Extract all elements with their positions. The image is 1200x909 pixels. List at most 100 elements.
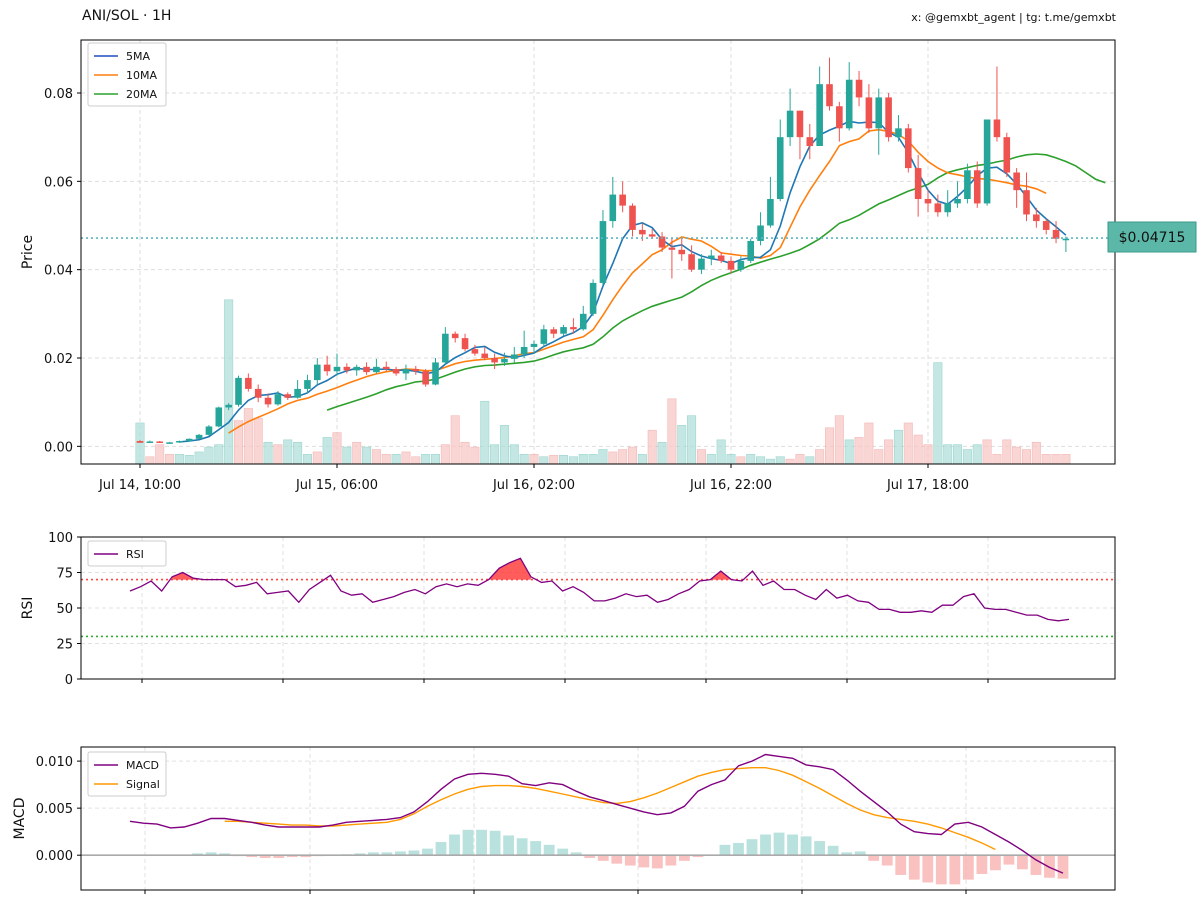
macd-hist-bar <box>624 855 636 866</box>
candle-body <box>235 377 242 405</box>
volume-bar <box>953 444 963 465</box>
candle-body <box>481 353 489 358</box>
y-tick-label: 0.08 <box>44 87 73 102</box>
candle-body <box>215 407 223 427</box>
candle-body <box>1013 172 1020 191</box>
candle-body <box>1042 221 1050 230</box>
macd-hist-bar <box>1003 855 1015 865</box>
macd-hist-bar <box>976 855 988 875</box>
volume-bar <box>174 454 184 465</box>
macd-hist-bar <box>787 834 798 856</box>
candle-body <box>136 441 144 443</box>
candle-body <box>698 258 705 270</box>
y-tick-label: 0.04 <box>44 264 73 279</box>
y-tick-label: 0.005 <box>36 802 73 817</box>
volume-bar <box>549 455 559 465</box>
volume-bar <box>302 454 312 465</box>
candle-body <box>678 249 686 255</box>
volume-bar <box>618 449 628 465</box>
volume-bar <box>657 441 667 465</box>
volume-bar <box>785 458 795 465</box>
macd-hist-bar <box>300 855 312 858</box>
volume-bar <box>756 456 766 465</box>
candle-body <box>294 388 301 398</box>
candle-body <box>304 380 311 389</box>
candle-body <box>520 346 528 355</box>
macd-hist-bar <box>881 855 893 866</box>
volume-bar <box>371 449 381 465</box>
macd-hist-bar <box>273 855 285 859</box>
candle-body <box>993 119 1001 138</box>
candle-body <box>668 247 676 250</box>
candle-body <box>471 349 479 354</box>
candle-body <box>392 369 400 374</box>
volume-bar <box>647 429 657 465</box>
volume-bar <box>332 432 342 465</box>
candle-body <box>156 441 163 443</box>
volume-bar <box>972 444 982 465</box>
candle-body <box>737 260 745 270</box>
candle-body <box>786 110 794 138</box>
macd-hist-bar <box>651 855 663 869</box>
macd-hist-bar <box>1030 855 1042 875</box>
price-tag-box <box>1107 221 1197 253</box>
volume-bar <box>1012 446 1022 465</box>
candle-body <box>1062 238 1070 241</box>
rsi-line <box>129 557 1070 622</box>
candle-body <box>796 110 804 138</box>
volume-bar <box>903 422 913 465</box>
macd-hist-bar <box>841 852 853 856</box>
candle-body <box>166 442 173 444</box>
volume-bar <box>214 444 224 465</box>
candle-body <box>708 255 715 259</box>
candle-body <box>836 106 843 129</box>
legend-label: MACD <box>126 759 159 772</box>
candle-body <box>570 327 577 330</box>
volume-bar <box>194 451 204 465</box>
macd-hist-bar <box>516 838 528 856</box>
macd-hist-bar <box>408 850 420 856</box>
candle-body <box>550 329 557 334</box>
volume-bar <box>509 444 519 465</box>
candle-body <box>373 366 380 373</box>
macd-hist-bar <box>435 842 447 856</box>
macd-hist-bar <box>246 855 258 858</box>
plot-frame <box>80 746 1116 891</box>
candle-body <box>924 199 932 204</box>
ma5-line <box>179 120 1067 443</box>
candle-body <box>323 364 331 372</box>
candle-body <box>579 313 587 330</box>
candle-body <box>176 441 183 443</box>
candle-body <box>845 79 853 129</box>
volume-bar <box>706 454 716 465</box>
volume-bar <box>263 441 273 465</box>
candle-body <box>885 97 892 138</box>
macd-hist-bar <box>489 830 501 856</box>
macd-hist-bar <box>962 855 974 880</box>
candle-body <box>205 426 213 435</box>
volume-bar <box>421 454 431 465</box>
macd-hist-bar <box>503 835 515 856</box>
candle-body <box>264 397 272 405</box>
candle-body <box>767 199 774 226</box>
volume-bar <box>962 449 972 465</box>
macd-hist-bar <box>854 851 866 856</box>
candle-body <box>895 128 902 138</box>
rsi-panel: 0 25 50 75 100 RSI RSI <box>20 531 1116 688</box>
volume-bar <box>460 441 470 465</box>
candle-body <box>254 388 262 398</box>
candle-body <box>333 366 341 372</box>
macd-hist-bar <box>908 855 920 880</box>
candle-body <box>619 194 626 206</box>
candle-body <box>964 170 971 199</box>
candle-body <box>954 199 961 204</box>
volume-bar <box>598 449 608 465</box>
macd-hist-bar <box>570 852 582 856</box>
volume-bar <box>1031 441 1041 465</box>
candle-body <box>875 97 883 129</box>
candle-body <box>1033 214 1040 222</box>
volume-bar <box>716 439 726 465</box>
macd-hist-bar <box>286 855 298 858</box>
candle-body <box>245 377 252 389</box>
macd-hist-bar <box>935 855 947 885</box>
